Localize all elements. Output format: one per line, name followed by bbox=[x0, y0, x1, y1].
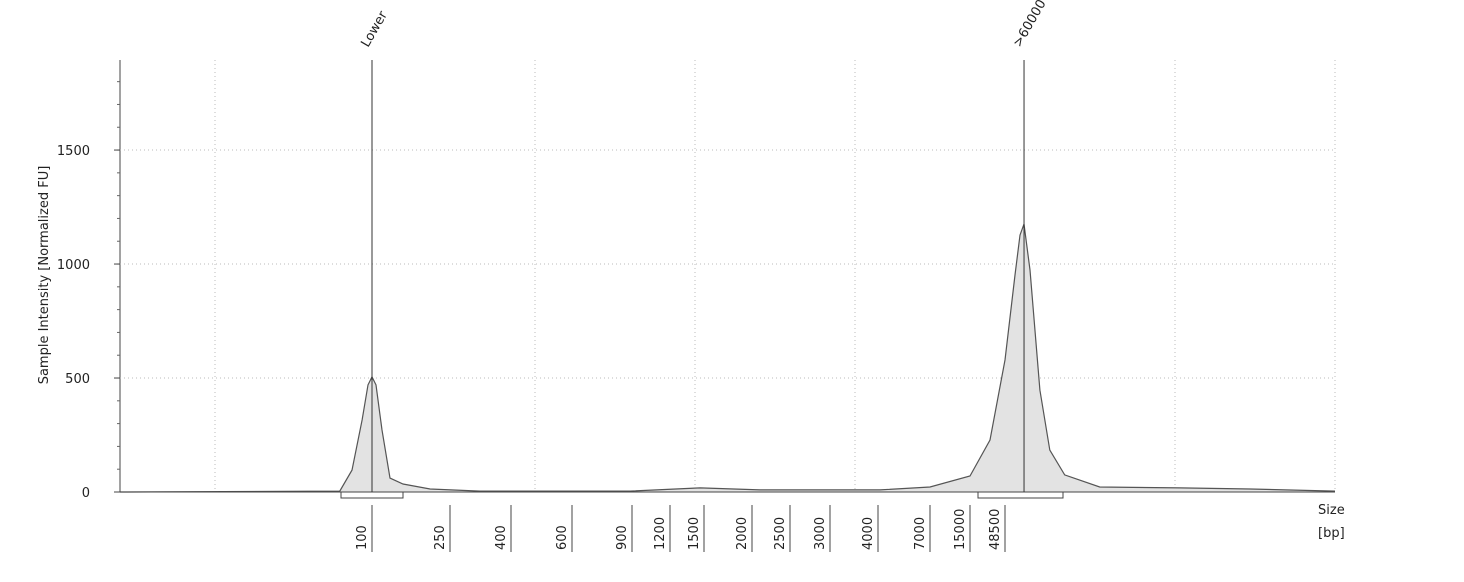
y-tick-label: 0 bbox=[82, 486, 90, 501]
vertical-grid bbox=[214, 60, 1336, 492]
peak-label: Lower bbox=[358, 8, 391, 50]
y-tick-label: 1000 bbox=[57, 258, 90, 273]
y-tick-label: 1500 bbox=[57, 144, 90, 159]
x-tick-label: 250 bbox=[433, 525, 448, 550]
peak-window bbox=[340, 491, 404, 499]
peak-label: >60000 bbox=[1011, 0, 1050, 50]
x-tick-label: 100 bbox=[355, 525, 370, 550]
y-tick-label: 500 bbox=[65, 372, 90, 387]
x-tick-label: 2000 bbox=[735, 517, 750, 550]
x-tick-label: 48500 bbox=[988, 509, 1003, 550]
x-tick-label: 7000 bbox=[913, 517, 928, 550]
x-tick-label: 1200 bbox=[653, 517, 668, 550]
x-axis-label: [bp] bbox=[1318, 526, 1345, 541]
x-tick-label: 400 bbox=[494, 525, 509, 550]
x-tick-label: 4000 bbox=[861, 517, 876, 550]
peak-window bbox=[977, 491, 1064, 499]
x-tick-label: 600 bbox=[555, 525, 570, 550]
x-tick-label: 1500 bbox=[687, 517, 702, 550]
x-tick-label: 15000 bbox=[953, 509, 968, 550]
x-tick-label: 900 bbox=[615, 525, 630, 550]
y-axis-label: Sample Intensity [Normalized FU] bbox=[37, 166, 52, 385]
x-tick-label: 2500 bbox=[773, 517, 788, 550]
x-tick-label: 3000 bbox=[813, 517, 828, 550]
x-axis-label: Size bbox=[1318, 503, 1345, 518]
